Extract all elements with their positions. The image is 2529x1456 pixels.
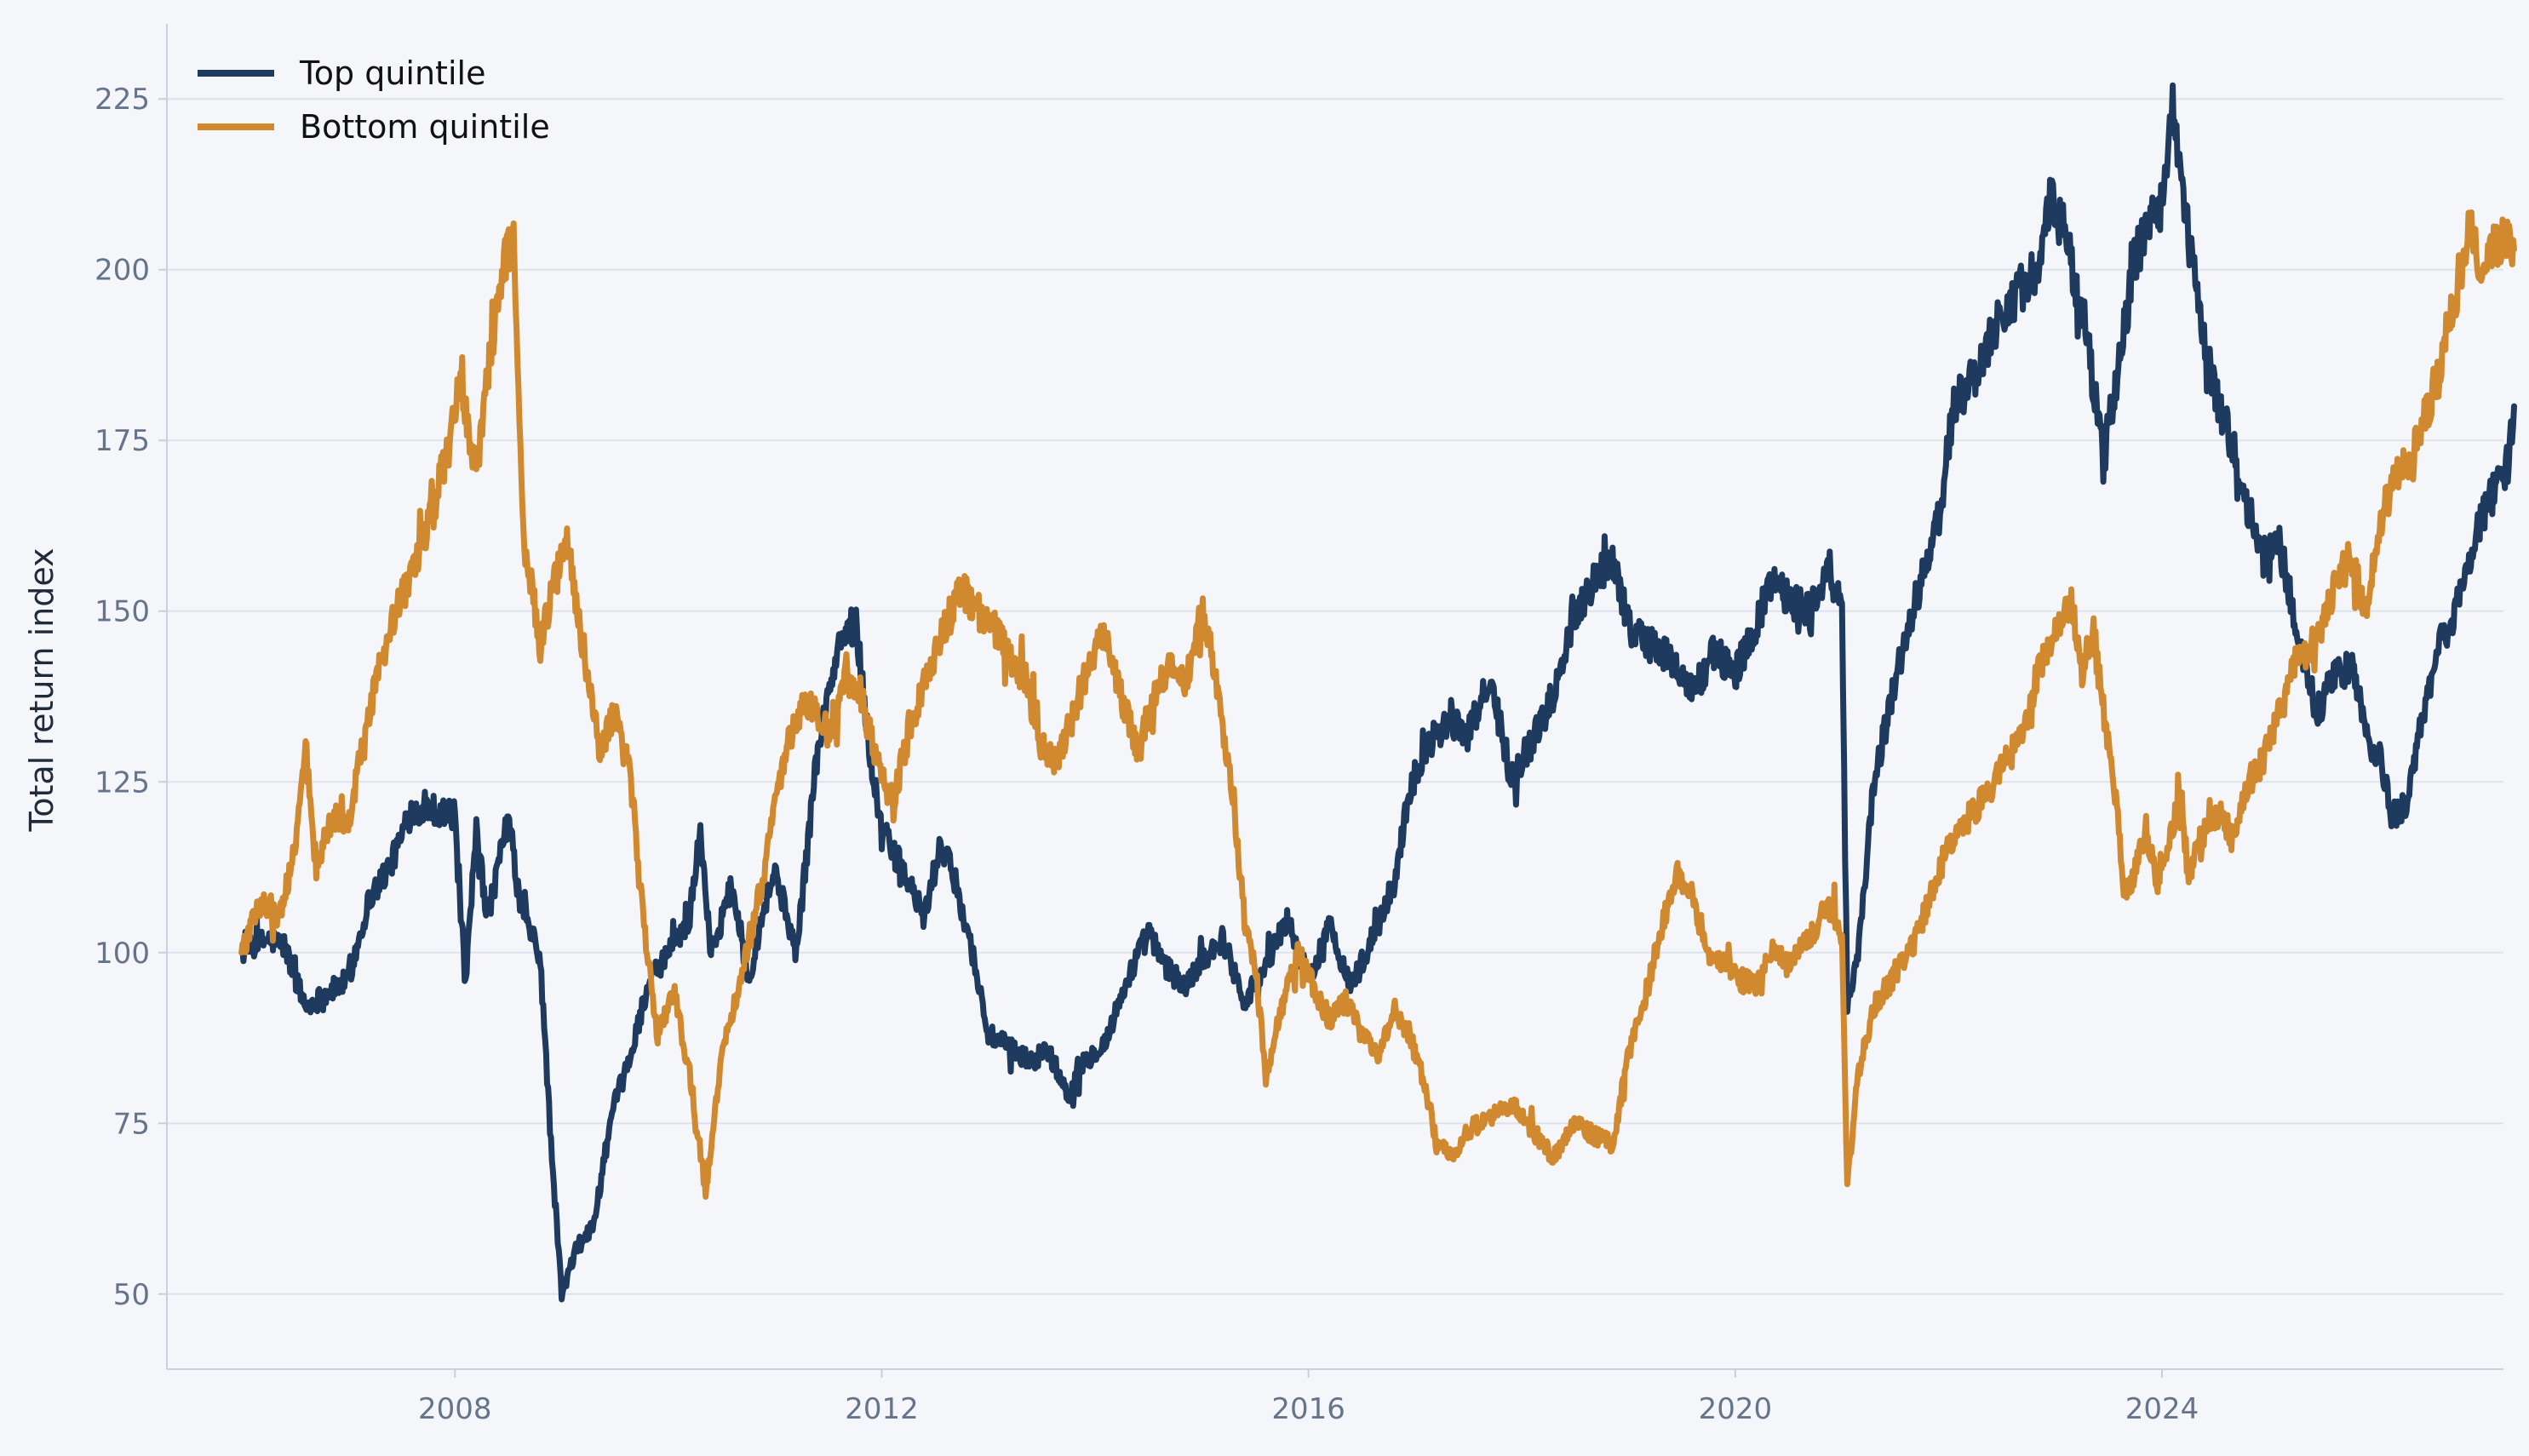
y-tick-label-225: 225 (95, 83, 150, 117)
y-tick-label-200: 200 (95, 254, 150, 288)
series-line-bottom-quintile (238, 209, 2517, 1200)
series-line-top-quintile (238, 82, 2517, 1303)
y-tick-label-100: 100 (95, 937, 150, 971)
x-tick-label-2024: 2024 (2125, 1392, 2199, 1426)
y-tick-label-75: 75 (113, 1107, 150, 1141)
x-tick-label-2008: 2008 (418, 1392, 492, 1426)
y-axis-label: Total return index (23, 547, 60, 832)
x-tick-label-2020: 2020 (1699, 1392, 1773, 1426)
x-tick-label-2012: 2012 (845, 1392, 919, 1426)
series-lines (238, 82, 2517, 1303)
legend-label-bottom-quintile: Bottom quintile (300, 108, 550, 146)
y-tick-label-50: 50 (113, 1278, 150, 1312)
y-tick-label-125: 125 (95, 765, 150, 800)
axes: 50 75 100 125 150 175 200 225 2008 2012 2016 2020 20… (95, 24, 2503, 1426)
legend-label-top-quintile: Top quintile (299, 54, 485, 92)
x-tick-label-2016: 2016 (1271, 1392, 1345, 1426)
y-tick-label-175: 175 (95, 424, 150, 458)
y-tick-label-150: 150 (95, 595, 150, 629)
legend: Top quintile Bottom quintile (198, 54, 550, 146)
